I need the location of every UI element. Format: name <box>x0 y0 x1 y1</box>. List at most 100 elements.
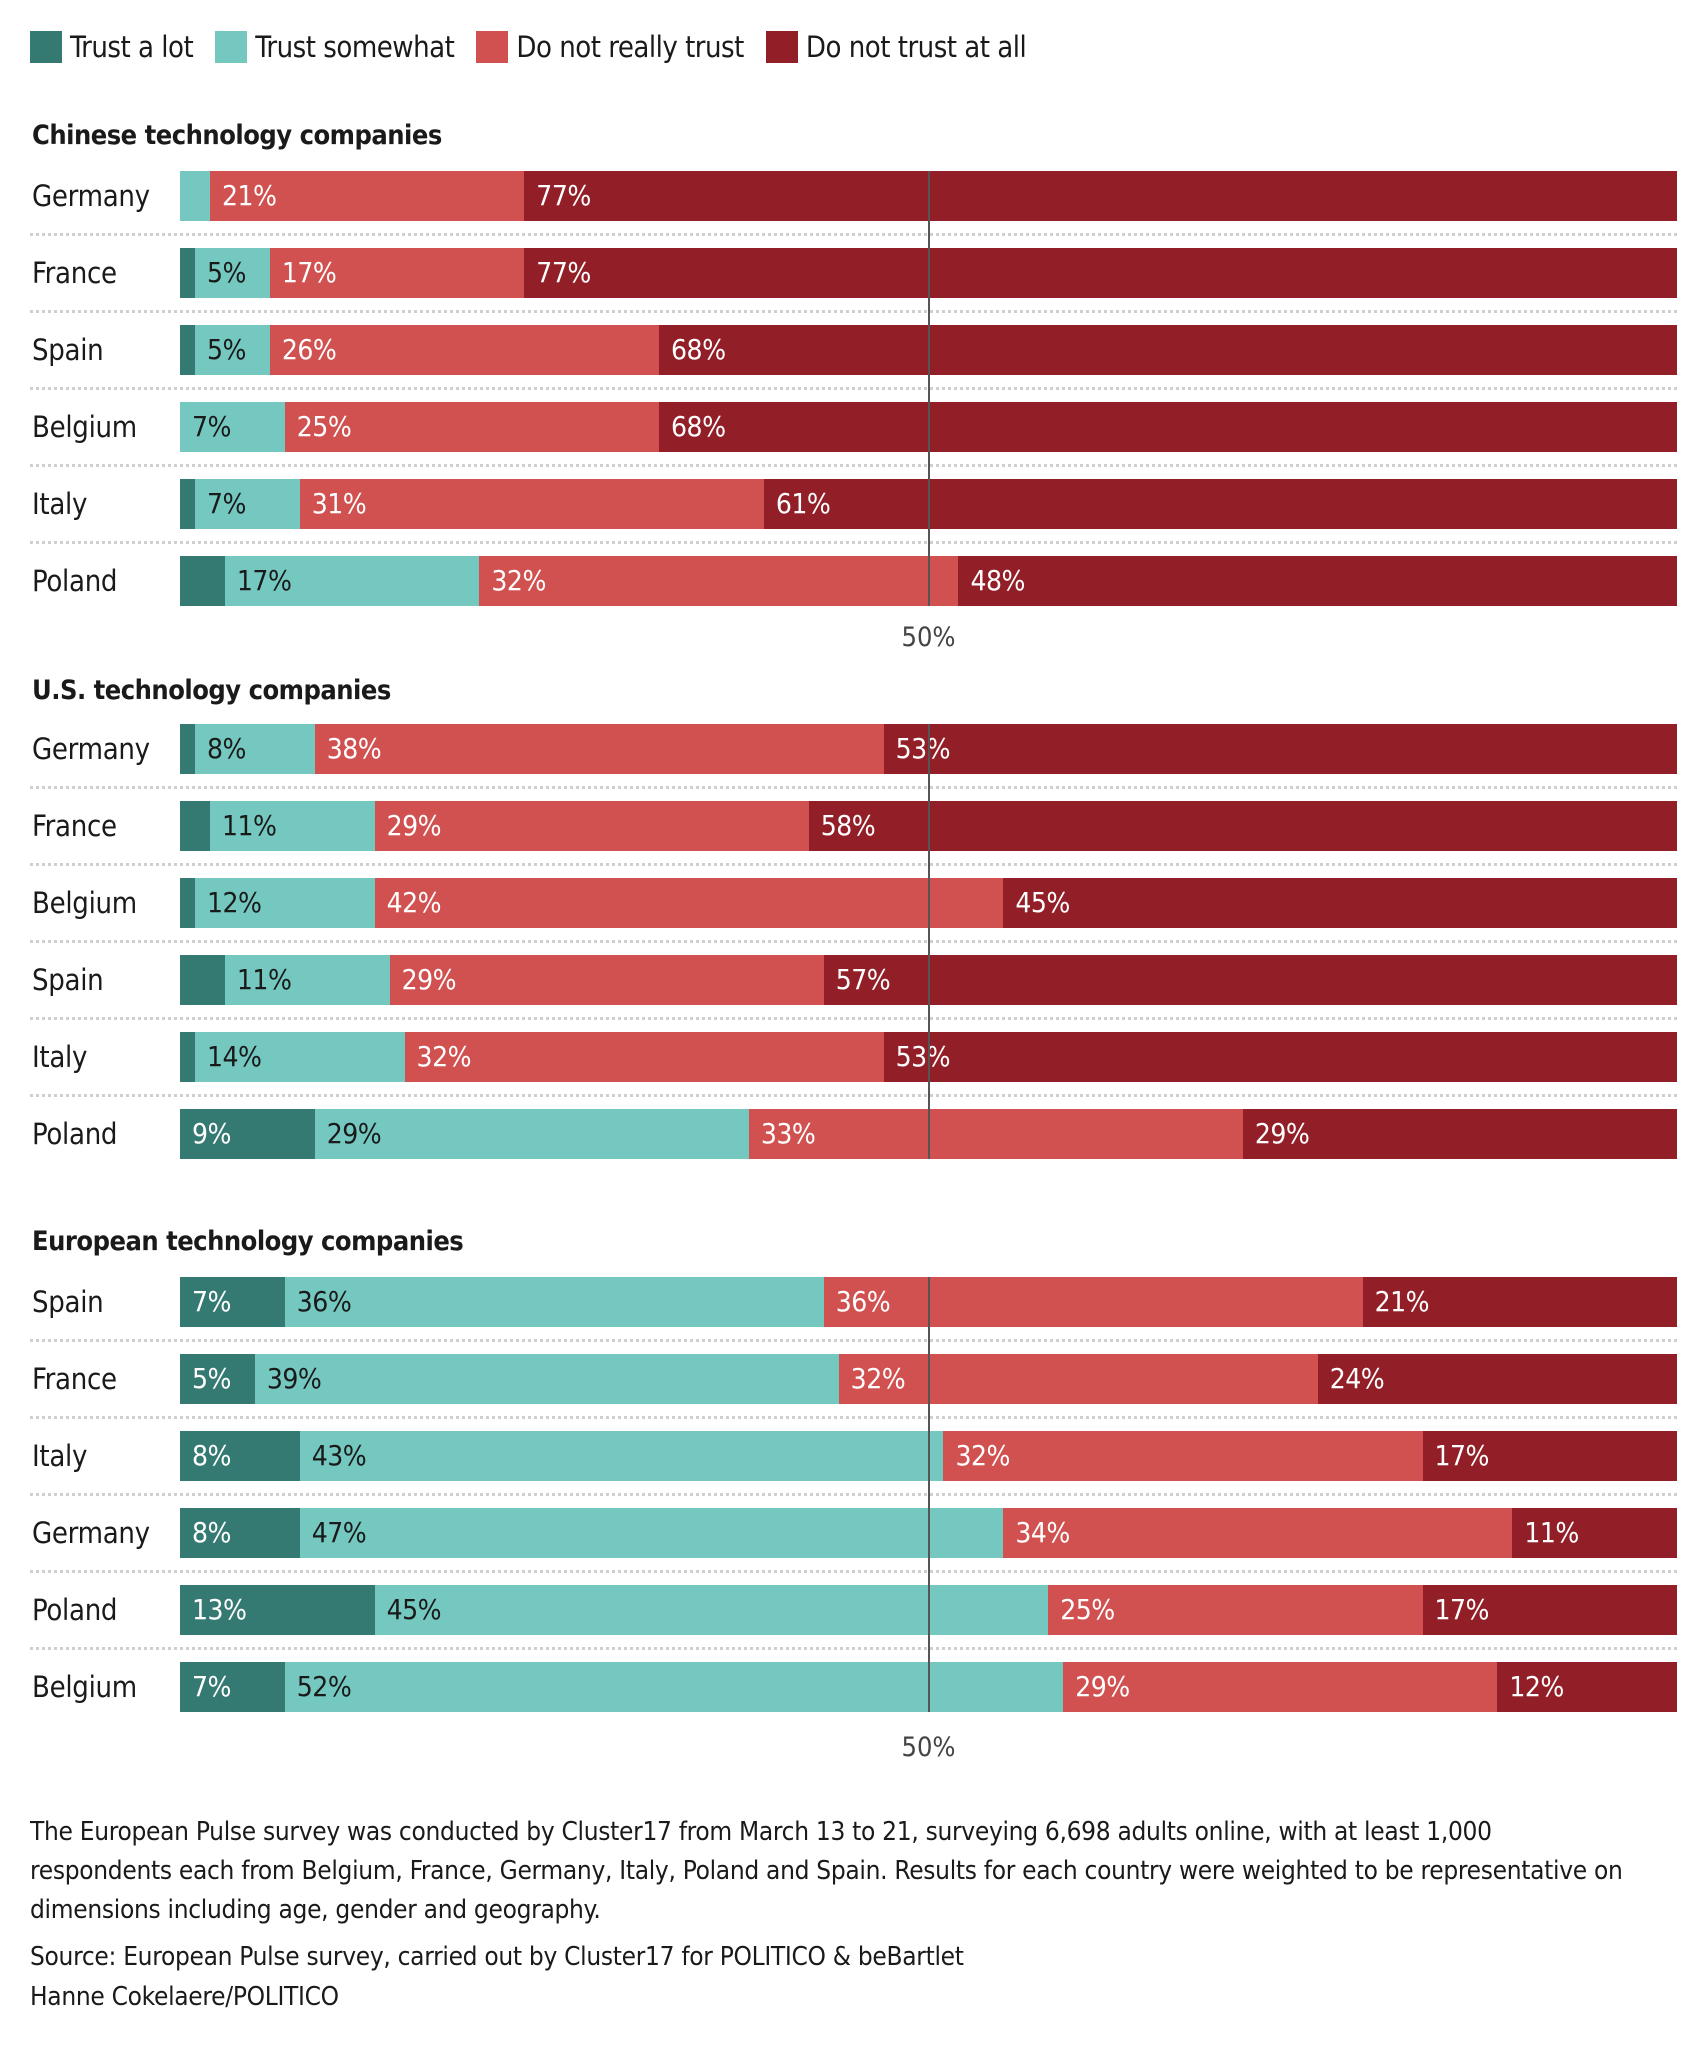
data-label: 57% <box>835 963 891 996</box>
data-label: 17% <box>236 564 292 597</box>
bar-segment-trust-a-lot <box>180 1032 196 1082</box>
bar-segment-do-not-really-trust <box>943 1431 1423 1481</box>
row-separator <box>30 310 1677 313</box>
row-separator <box>30 863 1677 866</box>
bar-segment-trust-somewhat <box>180 402 286 452</box>
bar-segment-trust-a-lot <box>180 801 211 851</box>
row-separator <box>30 1094 1677 1097</box>
reference-line-label: 50% <box>901 1732 956 1763</box>
bar-segment-trust-a-lot <box>180 1431 301 1481</box>
country-label: Italy <box>32 1439 88 1473</box>
data-label: 61% <box>775 487 831 520</box>
bar-segment-trust-a-lot <box>180 556 226 606</box>
bar-segment-do-not-really-trust <box>1063 1662 1498 1712</box>
country-label: Germany <box>32 1516 150 1550</box>
data-label: 7% <box>192 410 231 443</box>
bar-segment-trust-a-lot <box>180 1277 286 1327</box>
bar-segment-do-not-really-trust <box>374 801 810 851</box>
section-title: U.S. technology companies <box>32 675 391 706</box>
bar-segment-trust-a-lot <box>180 955 226 1005</box>
data-label: 14% <box>206 1040 262 1073</box>
bar-segment-do-not-really-trust <box>1003 1508 1513 1558</box>
bar-segment-do-not-really-trust <box>823 1277 1364 1327</box>
bar-segment-do-not-really-trust <box>1048 1585 1423 1635</box>
country-label: France <box>32 256 117 290</box>
data-label: 48% <box>970 564 1025 597</box>
bar-segment-do-not-trust-at-all <box>883 724 1678 774</box>
data-label: 29% <box>1254 1117 1310 1150</box>
data-label: 12% <box>206 886 262 919</box>
row-separator <box>30 1416 1677 1419</box>
bar-segment-trust-a-lot <box>180 1109 316 1159</box>
data-label: 39% <box>266 1362 322 1395</box>
country-label: Belgium <box>32 1670 137 1704</box>
legend-swatch <box>476 31 509 63</box>
bar-segment-trust-a-lot <box>180 248 196 298</box>
legend-label: Trust somewhat <box>255 30 455 64</box>
data-label: 68% <box>671 333 726 366</box>
legend-item-trust-somewhat: Trust somewhat <box>215 30 455 64</box>
row-separator <box>30 464 1677 467</box>
data-label: 32% <box>955 1439 1010 1472</box>
country-label: Poland <box>32 1117 118 1151</box>
legend-label: Do not really trust <box>516 30 744 64</box>
data-label: 5% <box>206 333 246 366</box>
bar-segment-do-not-trust-at-all <box>1497 1662 1678 1712</box>
row-separator <box>30 1339 1677 1342</box>
data-label: 68% <box>671 410 726 443</box>
bar-segment-trust-somewhat <box>284 1662 1064 1712</box>
credit-line: Hanne Cokelaere/POLITICO <box>30 1982 339 2012</box>
legend-item-do-not-really-trust: Do not really trust <box>476 30 744 64</box>
data-label: 17% <box>1434 1593 1490 1626</box>
bar-segment-do-not-trust-at-all <box>808 801 1678 851</box>
data-label: 42% <box>386 886 442 919</box>
bar-segment-do-not-trust-at-all <box>763 479 1678 529</box>
bar-segment-trust-somewhat <box>284 1277 825 1327</box>
data-label: 8% <box>192 1439 231 1472</box>
data-label: 5% <box>192 1362 231 1395</box>
data-label: 25% <box>296 410 352 443</box>
data-label: 29% <box>401 963 457 996</box>
bar-segment-trust-a-lot <box>180 325 196 375</box>
data-label: 25% <box>1060 1593 1115 1626</box>
data-label: 11% <box>236 963 292 996</box>
country-label: Belgium <box>32 410 137 444</box>
data-label: 32% <box>491 564 546 597</box>
data-label: 7% <box>192 1285 231 1318</box>
legend-label: Do not trust at all <box>805 30 1027 64</box>
data-label: 11% <box>1524 1516 1579 1549</box>
bar-segment-trust-a-lot <box>180 1354 256 1404</box>
bar-segment-trust-somewhat <box>224 955 391 1005</box>
data-label: 8% <box>192 1516 231 1549</box>
data-label: 29% <box>1075 1670 1130 1703</box>
data-label: 26% <box>281 333 337 366</box>
data-label: 53% <box>895 732 951 765</box>
bar-segment-do-not-really-trust <box>389 955 825 1005</box>
bar-segment-do-not-trust-at-all <box>1362 1277 1678 1327</box>
bar-segment-do-not-really-trust <box>314 724 885 774</box>
data-label: 45% <box>386 1593 442 1626</box>
data-label: 77% <box>536 256 591 289</box>
data-label: 13% <box>192 1593 247 1626</box>
row-separator <box>30 233 1677 236</box>
bar-segment-do-not-trust-at-all <box>883 1032 1678 1082</box>
data-label: 34% <box>1015 1516 1070 1549</box>
bar-segment-do-not-really-trust <box>269 248 525 298</box>
reference-line-50 <box>927 171 930 606</box>
legend-swatch <box>765 31 798 63</box>
data-label: 53% <box>895 1040 951 1073</box>
legend-item-trust-a-lot: Trust a lot <box>30 30 194 64</box>
bar-segment-do-not-trust-at-all <box>1422 1585 1678 1635</box>
reference-line-50 <box>927 1277 930 1712</box>
country-label: Spain <box>32 963 104 997</box>
bar-segment-do-not-trust-at-all <box>1317 1354 1678 1404</box>
bar-segment-trust-a-lot <box>180 1662 286 1712</box>
bar-segment-do-not-trust-at-all <box>659 325 1678 375</box>
data-label: 52% <box>296 1670 352 1703</box>
data-label: 12% <box>1509 1670 1564 1703</box>
country-label: Germany <box>32 732 150 766</box>
reference-line-50 <box>927 724 930 1159</box>
legend: Trust a lot Trust somewhat Do not really… <box>30 30 1048 64</box>
data-label: 38% <box>326 732 382 765</box>
bar-segment-trust-somewhat <box>299 1508 1004 1558</box>
